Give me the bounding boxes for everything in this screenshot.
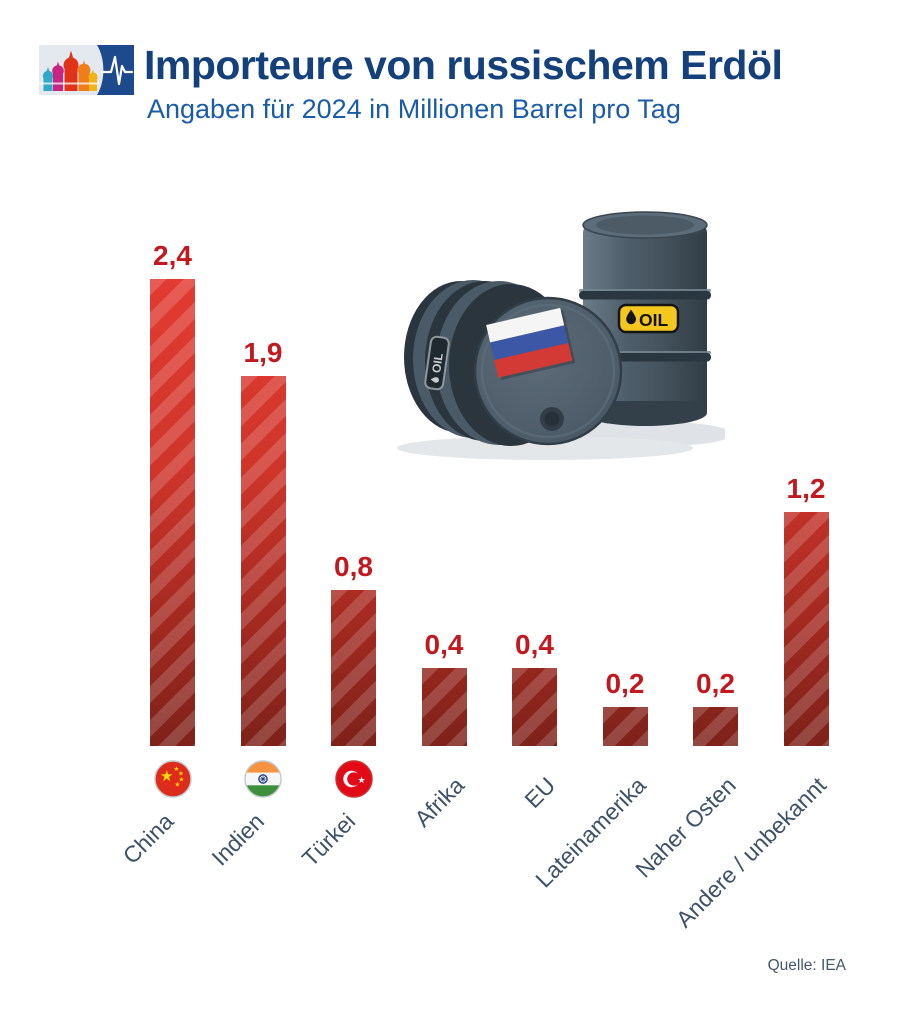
pulse-line-icon [100, 55, 134, 86]
oil-drop-icon [430, 377, 439, 383]
russian-flag [486, 307, 576, 380]
turkey-flag-icon: ★ [334, 760, 373, 798]
logo-blue-panel [97, 45, 134, 95]
moscow-domes-icon [42, 50, 98, 91]
bar-2 [331, 590, 376, 746]
bar-4 [512, 668, 557, 746]
bar-value-label: 0,4 [515, 629, 554, 660]
lying-oil-barrel: OIL [404, 280, 623, 446]
barrel-shadow [397, 436, 693, 460]
category-label-text: Türkei [296, 808, 360, 872]
bar-value-label: 1,2 [786, 473, 826, 504]
oil-drop-icon [626, 309, 636, 325]
source-label: Quelle: IEA [767, 957, 846, 974]
svg-text:★: ★ [357, 776, 365, 786]
category-label-text: EU [518, 772, 560, 813]
oil-label-text: OIL [639, 310, 668, 330]
side-oil-label-text: OIL [429, 352, 446, 374]
category-label-text: Indien [206, 808, 270, 871]
china-flag-icon: ★ ★ ★ ★ ★ [153, 760, 192, 798]
bar-value-label: 2,4 [153, 240, 192, 271]
category-label-text: Andere / unbekannt [671, 772, 832, 933]
svg-text:★: ★ [160, 767, 173, 785]
bar-7 [783, 512, 829, 746]
page-title: Importeure von russischem Erdöl [144, 42, 783, 88]
bar-0 [150, 279, 195, 746]
bar-6 [693, 707, 738, 746]
bar-5 [602, 707, 648, 746]
side-oil-label: OIL [424, 335, 450, 391]
logo-ground-line [39, 82, 99, 85]
bar-1 [240, 376, 286, 746]
india-flag-icon [244, 760, 282, 798]
svg-text:★: ★ [178, 776, 184, 784]
bar-value-label: 0,2 [696, 668, 735, 699]
svg-text:★: ★ [178, 770, 184, 778]
svg-text:★: ★ [174, 781, 180, 789]
bar-3 [421, 668, 467, 746]
category-label-text: China [117, 808, 179, 869]
bar-value-label: 0,2 [605, 668, 645, 699]
category-label-text: Afrika [409, 772, 470, 832]
page-subtitle: Angaben für 2024 in Millionen Barrel pro… [147, 94, 681, 124]
svg-text:★: ★ [173, 765, 179, 773]
bar-value-label: 1,9 [243, 337, 283, 368]
bar-value-label: 0,8 [334, 551, 373, 582]
oil-label: OIL [617, 303, 680, 334]
bar-value-label: 0,4 [424, 629, 464, 660]
broadcaster-logo [39, 45, 134, 95]
oil-barrels-illustration: OIL OIL [397, 211, 725, 460]
